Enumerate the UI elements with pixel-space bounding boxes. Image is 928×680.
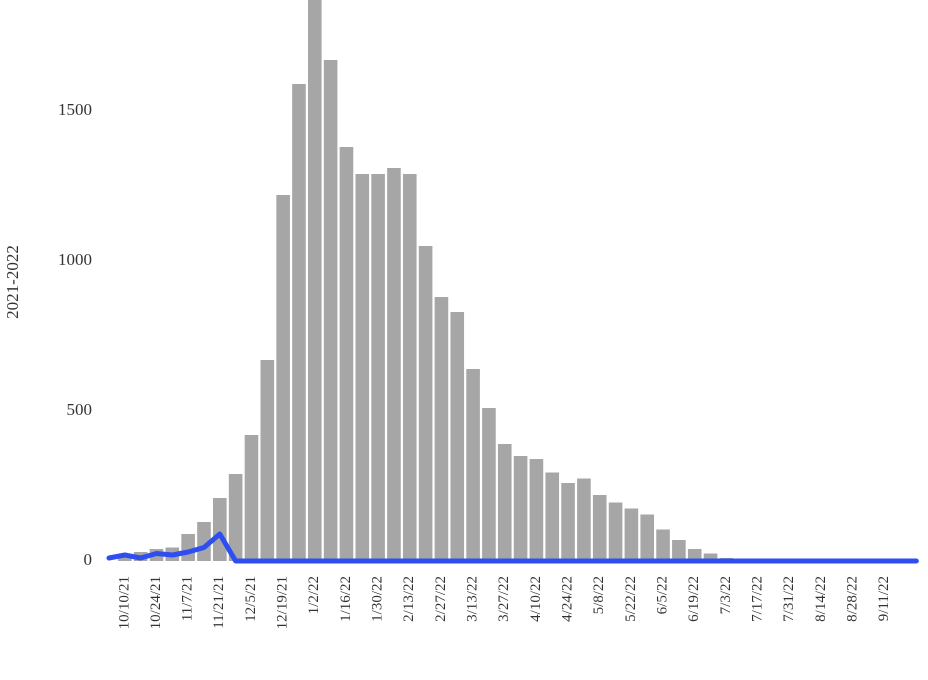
y-tick-label: 1500	[58, 100, 92, 119]
bar	[118, 555, 132, 561]
x-tick-label: 1/2/22	[306, 576, 322, 614]
x-tick-label: 1/30/22	[370, 576, 386, 622]
x-tick-label: 8/14/22	[813, 576, 829, 622]
x-tick-label: 11/7/21	[180, 576, 196, 621]
bar	[672, 540, 686, 561]
x-tick-label: 4/10/22	[528, 576, 544, 622]
bar	[276, 195, 290, 561]
line	[106, 531, 919, 564]
bar	[466, 369, 480, 561]
x-tick-label: 12/19/21	[275, 576, 291, 629]
bar	[402, 174, 417, 561]
y-tick-label: 500	[67, 400, 93, 419]
bar	[339, 147, 354, 561]
x-tick-label: 12/5/21	[243, 576, 259, 622]
x-tick-label: 11/21/21	[211, 576, 227, 629]
bar	[355, 174, 370, 561]
x-tick-label: 6/5/22	[654, 576, 670, 614]
bar	[545, 472, 560, 561]
bar	[418, 246, 433, 561]
bar	[307, 0, 322, 561]
x-tick-label: 3/27/22	[496, 576, 512, 622]
bar	[561, 483, 575, 561]
y-tick-label: 0	[84, 550, 93, 569]
bar	[608, 502, 623, 561]
bar	[387, 168, 401, 561]
bar	[197, 522, 211, 561]
bar	[624, 508, 639, 561]
bar	[577, 478, 591, 561]
bar	[181, 534, 195, 561]
bar	[497, 444, 512, 561]
x-tick-label: 6/19/22	[686, 576, 702, 622]
bar	[687, 549, 702, 561]
bar	[213, 498, 227, 561]
x-tick-label: 7/3/22	[718, 576, 734, 614]
x-tick-label: 2/13/22	[401, 576, 417, 622]
y-axis-label: 2021-2022	[3, 245, 22, 319]
bar	[371, 174, 385, 561]
bar	[260, 360, 275, 561]
bar	[434, 297, 449, 561]
bar	[244, 435, 259, 561]
x-tick-label: 4/24/22	[560, 576, 576, 622]
bar	[450, 312, 465, 561]
bar	[323, 60, 338, 561]
x-tick-label: 10/10/21	[116, 576, 132, 629]
x-tick-label: 5/8/22	[591, 576, 607, 614]
x-tick-label: 2/27/22	[433, 576, 449, 622]
x-tick-label: 8/28/22	[844, 576, 860, 622]
bar	[529, 459, 544, 561]
x-tick-label: 10/24/21	[148, 576, 164, 629]
y-tick-label: 1000	[58, 250, 92, 269]
bar	[228, 474, 243, 561]
bar	[640, 514, 655, 561]
bar	[592, 495, 607, 561]
bar	[656, 529, 670, 561]
x-tick-label: 3/13/22	[465, 576, 481, 622]
bar	[292, 84, 306, 561]
x-tick-label: 7/17/22	[749, 576, 765, 622]
x-tick-label: 5/22/22	[623, 576, 639, 622]
x-tick-label: 1/16/22	[338, 576, 354, 622]
bar	[513, 456, 528, 561]
bar	[703, 553, 718, 561]
x-tick-label: 7/31/22	[781, 576, 797, 622]
x-tick-label: 9/11/22	[876, 576, 892, 621]
bar	[482, 408, 496, 561]
